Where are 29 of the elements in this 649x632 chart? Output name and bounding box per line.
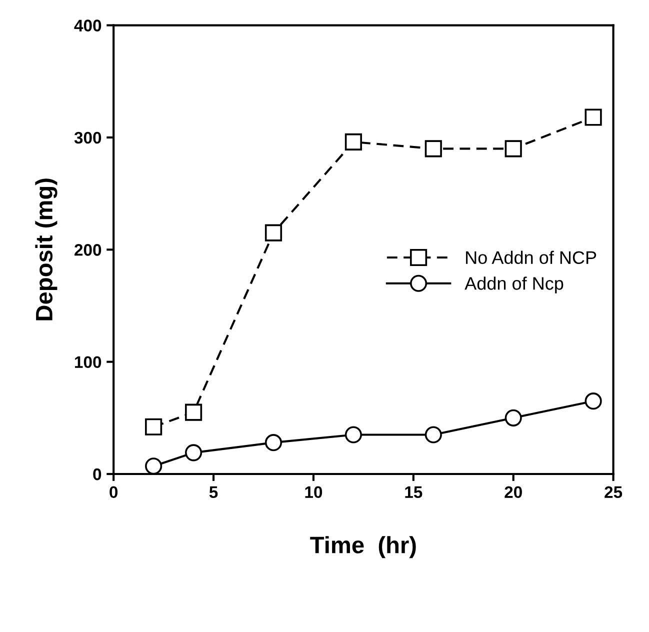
legend-label: Addn of Ncp xyxy=(464,276,564,294)
y-tick-label: 300 xyxy=(74,132,102,144)
point xyxy=(504,409,522,426)
x-axis-title: Time (hr) xyxy=(310,536,416,558)
point xyxy=(504,140,522,158)
point xyxy=(184,404,202,421)
y-axis-title: Deposit (mg) xyxy=(35,178,58,320)
point xyxy=(264,224,282,242)
legend-label: No Addn of NCP xyxy=(466,250,596,264)
point xyxy=(344,133,362,150)
point xyxy=(344,426,362,444)
x-tick-label: 25 xyxy=(604,486,622,498)
x-tick-label: 0 xyxy=(110,486,118,498)
point xyxy=(264,434,282,452)
y-tick-label: 400 xyxy=(74,20,102,32)
y-tick-label: 100 xyxy=(75,356,102,368)
y-tick-label: 200 xyxy=(74,244,102,256)
point xyxy=(584,108,602,126)
point xyxy=(184,444,202,462)
point xyxy=(584,392,602,410)
point xyxy=(145,418,162,436)
point xyxy=(145,458,162,474)
x-tick-label: 10 xyxy=(305,486,322,498)
y-tick-label: 0 xyxy=(93,468,102,480)
x-tick-label: 5 xyxy=(209,486,218,498)
point xyxy=(424,140,442,158)
x-tick-label: 20 xyxy=(504,486,522,498)
point xyxy=(424,426,442,444)
x-tick-label: 15 xyxy=(405,486,422,498)
